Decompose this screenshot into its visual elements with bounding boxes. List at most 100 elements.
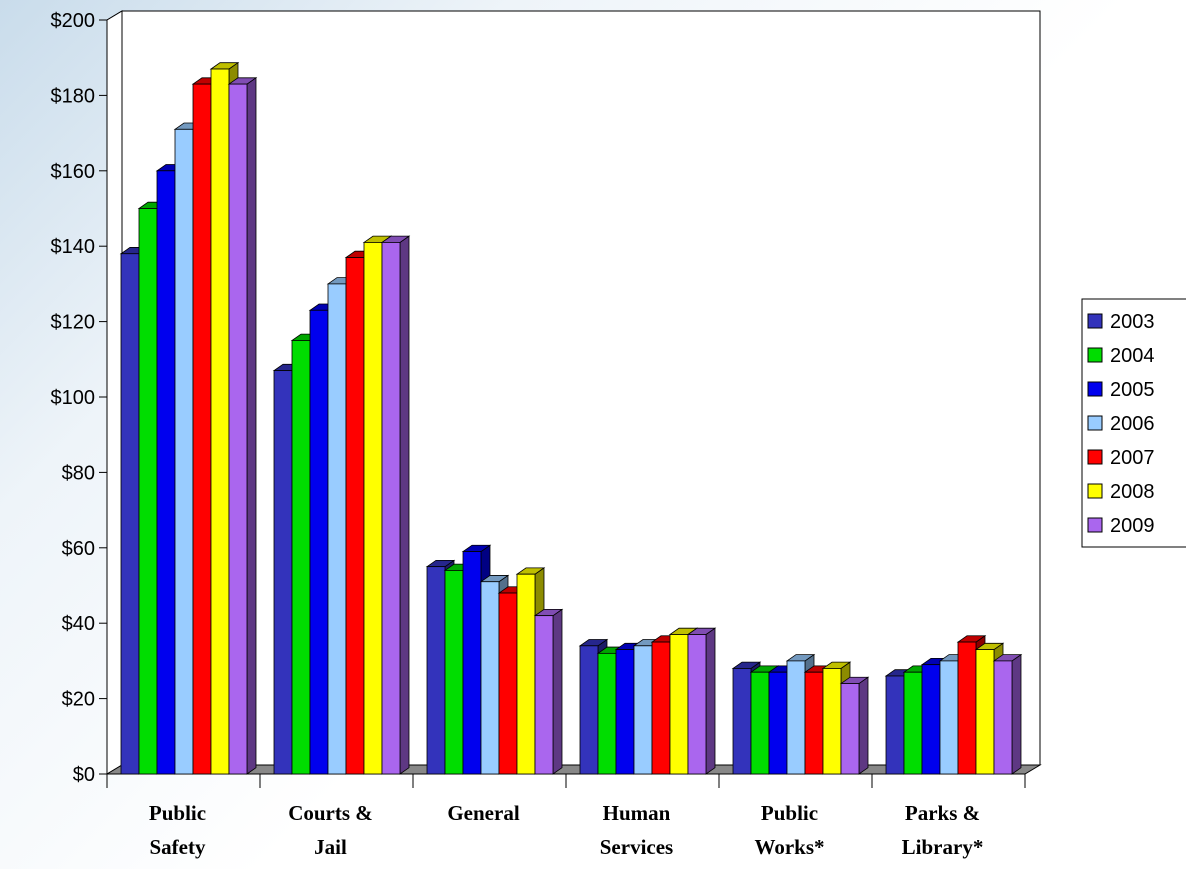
bar-side <box>705 627 716 775</box>
bar-side <box>1011 653 1022 775</box>
y-tick-label: $200 <box>51 10 96 32</box>
bar <box>227 77 258 775</box>
legend-label: 2009 <box>1110 515 1155 537</box>
bar-front <box>921 664 941 775</box>
bar-front <box>462 551 482 775</box>
bar-side <box>858 676 869 775</box>
bar-front <box>597 652 617 775</box>
bar-front <box>156 170 176 775</box>
bar-front <box>345 257 365 775</box>
legend-swatch <box>1087 517 1103 533</box>
bar-front <box>138 208 158 775</box>
x-tick-label: Public Works* <box>754 801 824 859</box>
x-tick-label-line: Library* <box>902 835 984 859</box>
legend-label: 2005 <box>1110 379 1155 401</box>
bar-front <box>975 649 995 775</box>
x-tick-label-line: Works* <box>754 835 824 859</box>
legend-label: 2006 <box>1110 413 1155 435</box>
bars <box>119 61 1023 775</box>
legend-swatch <box>1087 381 1103 397</box>
bar-front <box>750 671 770 775</box>
legend-swatch <box>1087 313 1103 329</box>
bar-front <box>939 660 959 775</box>
bar-front <box>444 570 464 775</box>
x-tick-label-line: Safety <box>150 835 206 859</box>
x-tick-label: Parks & Library* <box>902 801 984 859</box>
y-tick-label: $140 <box>51 236 96 258</box>
bar-front <box>579 645 599 775</box>
bar-side <box>246 77 257 775</box>
legend-label: 2003 <box>1110 311 1155 333</box>
bar-front <box>534 615 554 775</box>
x-tick-label-line: Services <box>600 835 673 859</box>
legend-swatch <box>1087 415 1103 431</box>
bar-side <box>399 235 410 775</box>
bar-side <box>552 608 563 775</box>
legend-label: 2008 <box>1110 481 1155 503</box>
bar-front <box>228 83 248 775</box>
bar-front <box>993 660 1013 775</box>
x-tick-label: Human Services <box>600 801 673 859</box>
y-tick-label: $120 <box>51 312 96 334</box>
y-tick-label: $180 <box>51 85 96 107</box>
x-tick-label-line: Jail <box>314 835 347 859</box>
y-tick-label: $160 <box>51 161 96 183</box>
bar-front <box>363 242 383 775</box>
bar-front <box>903 671 923 775</box>
y-axis-tick-labels: $0 $20 $40 $60 $80 $100 $120 $140 $160 $180 $200 <box>51 10 96 786</box>
bar-front <box>291 340 311 775</box>
y-tick-label: $40 <box>62 613 95 635</box>
y-tick-label: $60 <box>62 538 95 560</box>
y-tick-label: $0 <box>73 764 95 786</box>
bar-front <box>786 660 806 775</box>
bar-front <box>516 573 536 775</box>
bar-front <box>732 668 752 775</box>
bar-front <box>822 668 842 775</box>
bar-front <box>381 242 401 775</box>
side-wall <box>106 10 123 775</box>
bar-front <box>480 581 500 775</box>
x-tick-label-line: Human <box>603 801 671 825</box>
x-tick-label: Courts & Jail <box>288 801 373 859</box>
bar-front <box>768 671 788 775</box>
bar-front <box>885 675 905 775</box>
bar-front <box>633 645 653 775</box>
bar <box>380 235 411 775</box>
bar-front <box>651 641 671 775</box>
y-tick-label: $100 <box>51 387 96 409</box>
bar <box>839 676 870 775</box>
bar-front <box>615 649 635 775</box>
x-tick-label-line: General <box>447 801 519 825</box>
bar <box>686 627 717 775</box>
legend: 2003 2004 2005 2006 2007 2008 2009 <box>1081 298 1186 548</box>
bar-front <box>192 83 212 775</box>
legend-swatch <box>1087 483 1103 499</box>
x-tick-label-line: Public <box>149 801 206 825</box>
y-tick-label: $80 <box>62 462 95 484</box>
x-tick-label-line: Courts & <box>288 801 373 825</box>
x-tick-label-line: Public <box>761 801 818 825</box>
bar-front <box>498 592 518 775</box>
legend-swatch <box>1087 449 1103 465</box>
legend-label: 2007 <box>1110 447 1155 469</box>
x-tick-label: General <box>447 801 519 825</box>
bar-front <box>309 309 329 775</box>
y-tick-label: $20 <box>62 689 95 711</box>
bar-front <box>120 253 140 775</box>
bar-front <box>687 634 707 775</box>
legend-swatch <box>1087 347 1103 363</box>
bar-front <box>957 641 977 775</box>
x-tick-label: Public Safety <box>149 801 206 859</box>
bar-front <box>804 671 824 775</box>
bar-front <box>210 68 230 775</box>
bar-front <box>174 128 194 775</box>
bar-front <box>840 683 860 775</box>
legend-label: 2004 <box>1110 345 1155 367</box>
bar-front <box>426 566 446 775</box>
bar <box>992 653 1023 775</box>
x-tick-label-line: Parks & <box>905 801 980 825</box>
bar <box>533 608 564 775</box>
bar-front <box>327 283 347 775</box>
x-axis-tick-labels: Public Safety Courts & Jail General Human Serv… <box>149 801 983 859</box>
